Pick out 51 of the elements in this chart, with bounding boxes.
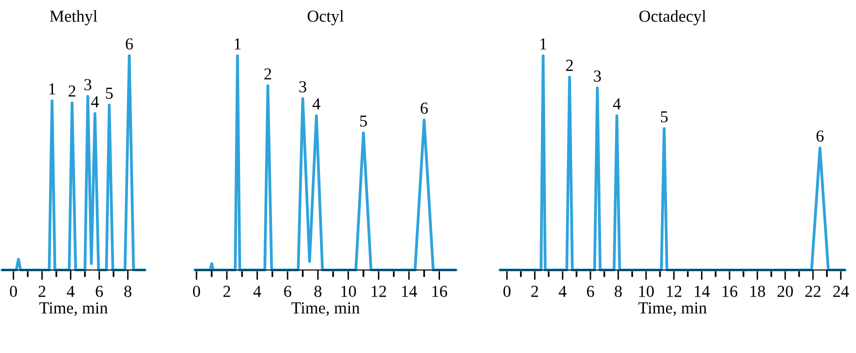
annotation: 2 — [68, 85, 76, 97]
annotation: 5 — [660, 111, 668, 122]
annotation: 3 — [299, 81, 306, 92]
x-tick-label: 16 — [722, 286, 738, 298]
x-tick-label: 6 — [284, 286, 292, 298]
x-tick-label: 8 — [124, 286, 132, 298]
x-tick-label: 10 — [639, 286, 654, 298]
annotation: 4 — [91, 96, 99, 108]
x-tick-label: 8 — [614, 286, 622, 298]
x-tick-label: 16 — [432, 286, 448, 298]
x-tick-label: 12 — [667, 286, 682, 297]
annotation: 4 — [613, 98, 621, 110]
x-tick-label: 18 — [750, 286, 766, 298]
annotation: 1 — [49, 83, 56, 94]
annotation: 1 — [540, 38, 546, 50]
x-axis-title: Time, min — [638, 302, 707, 316]
annotation: 1 — [234, 38, 241, 50]
x-tick-label: 10 — [341, 286, 356, 298]
x-tick-label: 20 — [778, 286, 793, 298]
annotation: 2 — [264, 68, 272, 80]
x-axis-title: Time, min — [291, 302, 360, 316]
chart-title: Octadecyl — [639, 10, 706, 26]
x-tick-label: 22 — [805, 286, 820, 297]
x-tick-label: 0 — [192, 286, 200, 298]
annotation: 6 — [126, 38, 133, 50]
x-tick-label: 12 — [372, 286, 386, 297]
x-tick-label: 4 — [66, 286, 75, 297]
chart-title: Methyl — [50, 10, 98, 26]
annotation: 3 — [594, 70, 601, 82]
annotation: 5 — [106, 88, 113, 99]
x-tick-label: 6 — [96, 286, 103, 298]
x-tick-label: 4 — [253, 286, 262, 297]
x-tick-label: 6 — [586, 286, 594, 298]
x-axis-title: Time, min — [39, 302, 108, 316]
x-tick-label: 14 — [402, 286, 418, 297]
annotation: 4 — [312, 98, 320, 110]
x-tick-label: 2 — [531, 286, 538, 297]
x-tick-label: 24 — [833, 286, 849, 297]
x-tick-label: 4 — [558, 286, 567, 297]
annotation: 5 — [360, 116, 367, 127]
annotation: 2 — [566, 60, 573, 71]
annotation: 6 — [816, 130, 824, 142]
chart-title: Octyl — [308, 10, 344, 26]
annotation: 3 — [84, 79, 92, 90]
annotation: 6 — [420, 102, 428, 114]
x-tick-label: 2 — [38, 286, 46, 297]
x-tick-label: 8 — [314, 286, 322, 298]
x-tick-label: 2 — [223, 286, 230, 297]
x-tick-label: 14 — [694, 286, 710, 297]
x-tick-label: 0 — [503, 286, 510, 298]
x-tick-label: 0 — [10, 286, 17, 298]
